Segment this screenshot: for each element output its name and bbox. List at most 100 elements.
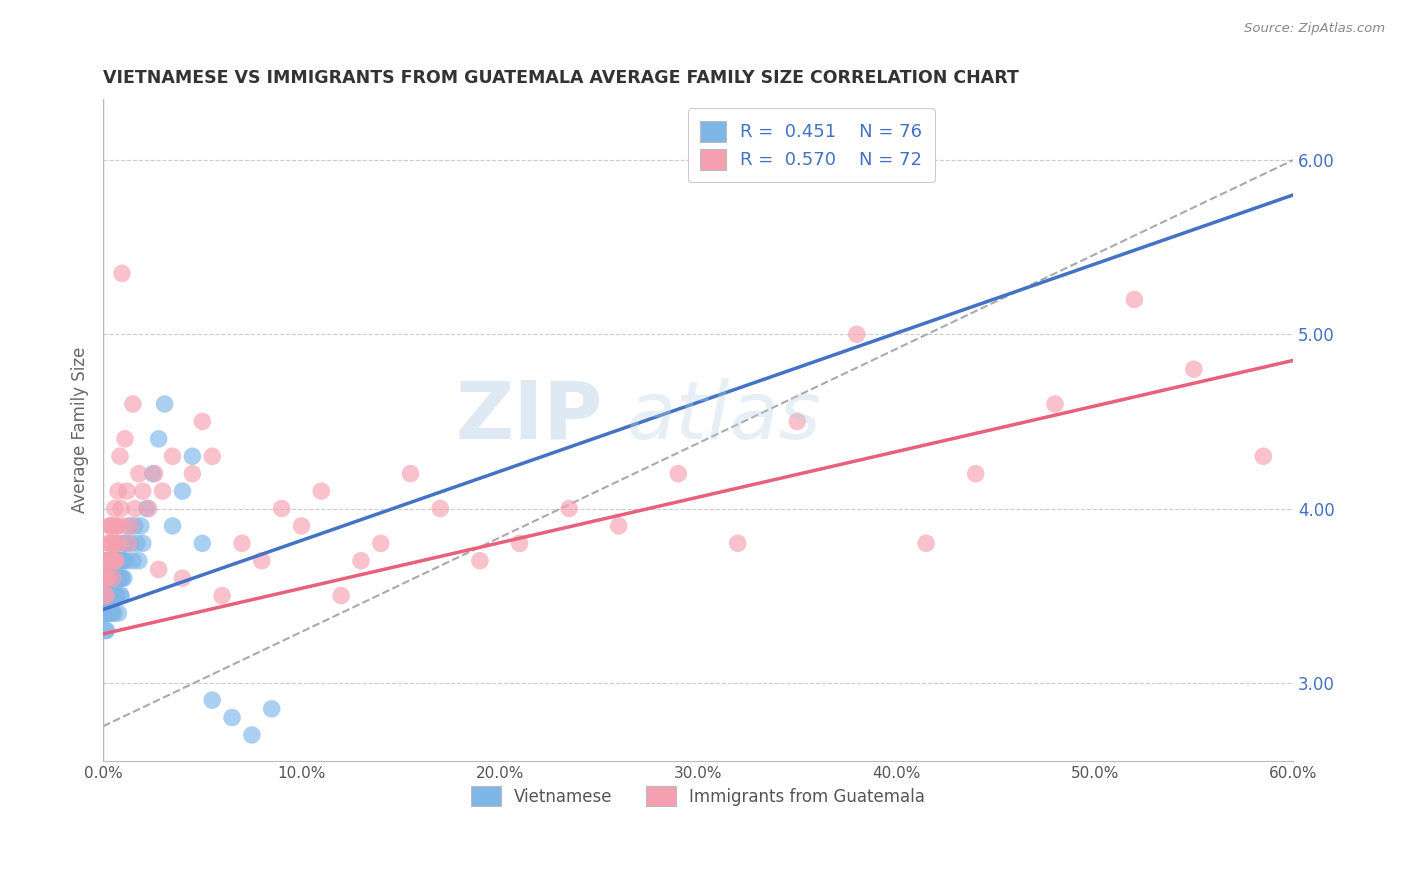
Point <box>98 519 121 533</box>
Point <box>181 450 204 464</box>
Point <box>100 606 122 620</box>
Point <box>111 554 134 568</box>
Point <box>231 536 253 550</box>
Point <box>101 571 124 585</box>
Point <box>108 554 131 568</box>
Point <box>96 571 118 585</box>
Point <box>114 536 136 550</box>
Point <box>94 606 117 620</box>
Point <box>105 519 128 533</box>
Point <box>311 484 333 499</box>
Point <box>129 519 152 533</box>
Point <box>103 589 125 603</box>
Point <box>727 536 749 550</box>
Point <box>124 501 146 516</box>
Point <box>148 562 170 576</box>
Point <box>201 450 224 464</box>
Point <box>103 571 125 585</box>
Point <box>153 397 176 411</box>
Point <box>1251 450 1274 464</box>
Point <box>128 554 150 568</box>
Point <box>98 589 121 603</box>
Point <box>98 536 121 550</box>
Point <box>96 589 118 603</box>
Point <box>1043 397 1066 411</box>
Point <box>152 484 174 499</box>
Point <box>110 501 132 516</box>
Point <box>429 501 451 516</box>
Point <box>98 571 121 585</box>
Point <box>96 554 118 568</box>
Point <box>915 536 938 550</box>
Point <box>105 589 128 603</box>
Point <box>558 501 581 516</box>
Point <box>330 589 353 603</box>
Point <box>468 554 491 568</box>
Point <box>135 501 157 516</box>
Point <box>118 536 141 550</box>
Point <box>108 554 131 568</box>
Point <box>96 606 118 620</box>
Point <box>350 554 373 568</box>
Point <box>110 589 132 603</box>
Point <box>260 702 283 716</box>
Point <box>786 414 808 428</box>
Text: atlas: atlas <box>627 378 821 456</box>
Point <box>370 536 392 550</box>
Point <box>96 624 118 638</box>
Point <box>98 554 121 568</box>
Point <box>120 536 142 550</box>
Y-axis label: Average Family Size: Average Family Size <box>72 347 89 513</box>
Point <box>1123 293 1146 307</box>
Point <box>104 554 127 568</box>
Point <box>107 606 129 620</box>
Point <box>125 536 148 550</box>
Point <box>103 554 125 568</box>
Point <box>101 589 124 603</box>
Point <box>101 589 124 603</box>
Point <box>191 536 214 550</box>
Text: VIETNAMESE VS IMMIGRANTS FROM GUATEMALA AVERAGE FAMILY SIZE CORRELATION CHART: VIETNAMESE VS IMMIGRANTS FROM GUATEMALA … <box>103 69 1019 87</box>
Point <box>104 554 127 568</box>
Point <box>115 536 138 550</box>
Point <box>138 501 160 516</box>
Point <box>128 467 150 481</box>
Point <box>98 589 121 603</box>
Point <box>122 554 145 568</box>
Point <box>666 467 689 481</box>
Point <box>110 589 132 603</box>
Point <box>97 589 120 603</box>
Point <box>107 571 129 585</box>
Point <box>105 571 128 585</box>
Point <box>250 554 273 568</box>
Point <box>240 728 263 742</box>
Point <box>98 571 121 585</box>
Point <box>845 327 868 342</box>
Point <box>290 519 312 533</box>
Point <box>103 554 125 568</box>
Point <box>270 501 292 516</box>
Point <box>94 589 117 603</box>
Point <box>132 536 155 550</box>
Point <box>97 554 120 568</box>
Point <box>111 554 134 568</box>
Point <box>94 589 117 603</box>
Point <box>162 450 184 464</box>
Point <box>94 554 117 568</box>
Legend: Vietnamese, Immigrants from Guatemala: Vietnamese, Immigrants from Guatemala <box>464 780 932 813</box>
Point <box>94 571 117 585</box>
Point <box>94 624 117 638</box>
Point <box>101 536 124 550</box>
Point <box>201 693 224 707</box>
Point <box>142 467 165 481</box>
Point <box>1182 362 1205 376</box>
Point <box>120 519 142 533</box>
Point <box>101 536 124 550</box>
Point <box>108 571 131 585</box>
Point <box>399 467 422 481</box>
Point <box>104 589 127 603</box>
Point <box>118 519 141 533</box>
Point <box>100 571 122 585</box>
Point <box>100 554 122 568</box>
Point <box>97 536 120 550</box>
